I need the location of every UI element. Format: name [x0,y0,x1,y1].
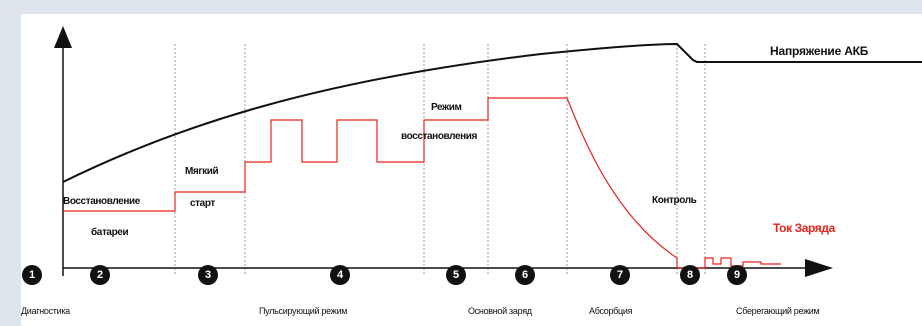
stage-badge: 1 [22,265,42,285]
recovery-label-line2: батареи [91,227,129,238]
stage-badge: 2 [90,265,110,285]
stage-badge: 5 [446,265,466,285]
y-axis-arrow-icon [54,26,72,48]
stage-badge: 9 [727,265,747,285]
soft-start-label-line2: старт [190,198,215,209]
stage-name: Абсорбция [589,306,633,316]
recovery-label-line1: Восстановление [63,196,140,207]
control-label: Контроль [652,195,697,206]
stage-badge: 7 [610,265,630,285]
stage-badge: 4 [330,265,350,285]
x-axis-arrow-icon [805,259,833,277]
recovery-mode-label-line2: восстановления [401,131,477,142]
stage-badge: 6 [515,265,535,285]
stage-name: Диагностика [21,306,70,316]
current-maintenance-pulses [677,257,781,269]
soft-start-label-line1: Мягкий [185,166,219,177]
stage-name: Пульсирующий режим [259,306,348,316]
stage-badge: 8 [680,265,700,285]
current-curve [63,97,678,268]
voltage-curve [62,42,922,183]
recovery-mode-label-line1: Режим [431,102,462,113]
charging-diagram [54,26,922,277]
current-label: Ток Заряда [773,221,835,235]
stage-name: Сберегающий режим [736,306,820,316]
stage-name: Основной заряд [468,306,532,316]
voltage-label: Напряжение АКБ [770,44,869,58]
stage-badge: 3 [198,265,218,285]
diagram-panel: Напряжение АКБ Ток Заряда Восстановление… [21,14,922,326]
